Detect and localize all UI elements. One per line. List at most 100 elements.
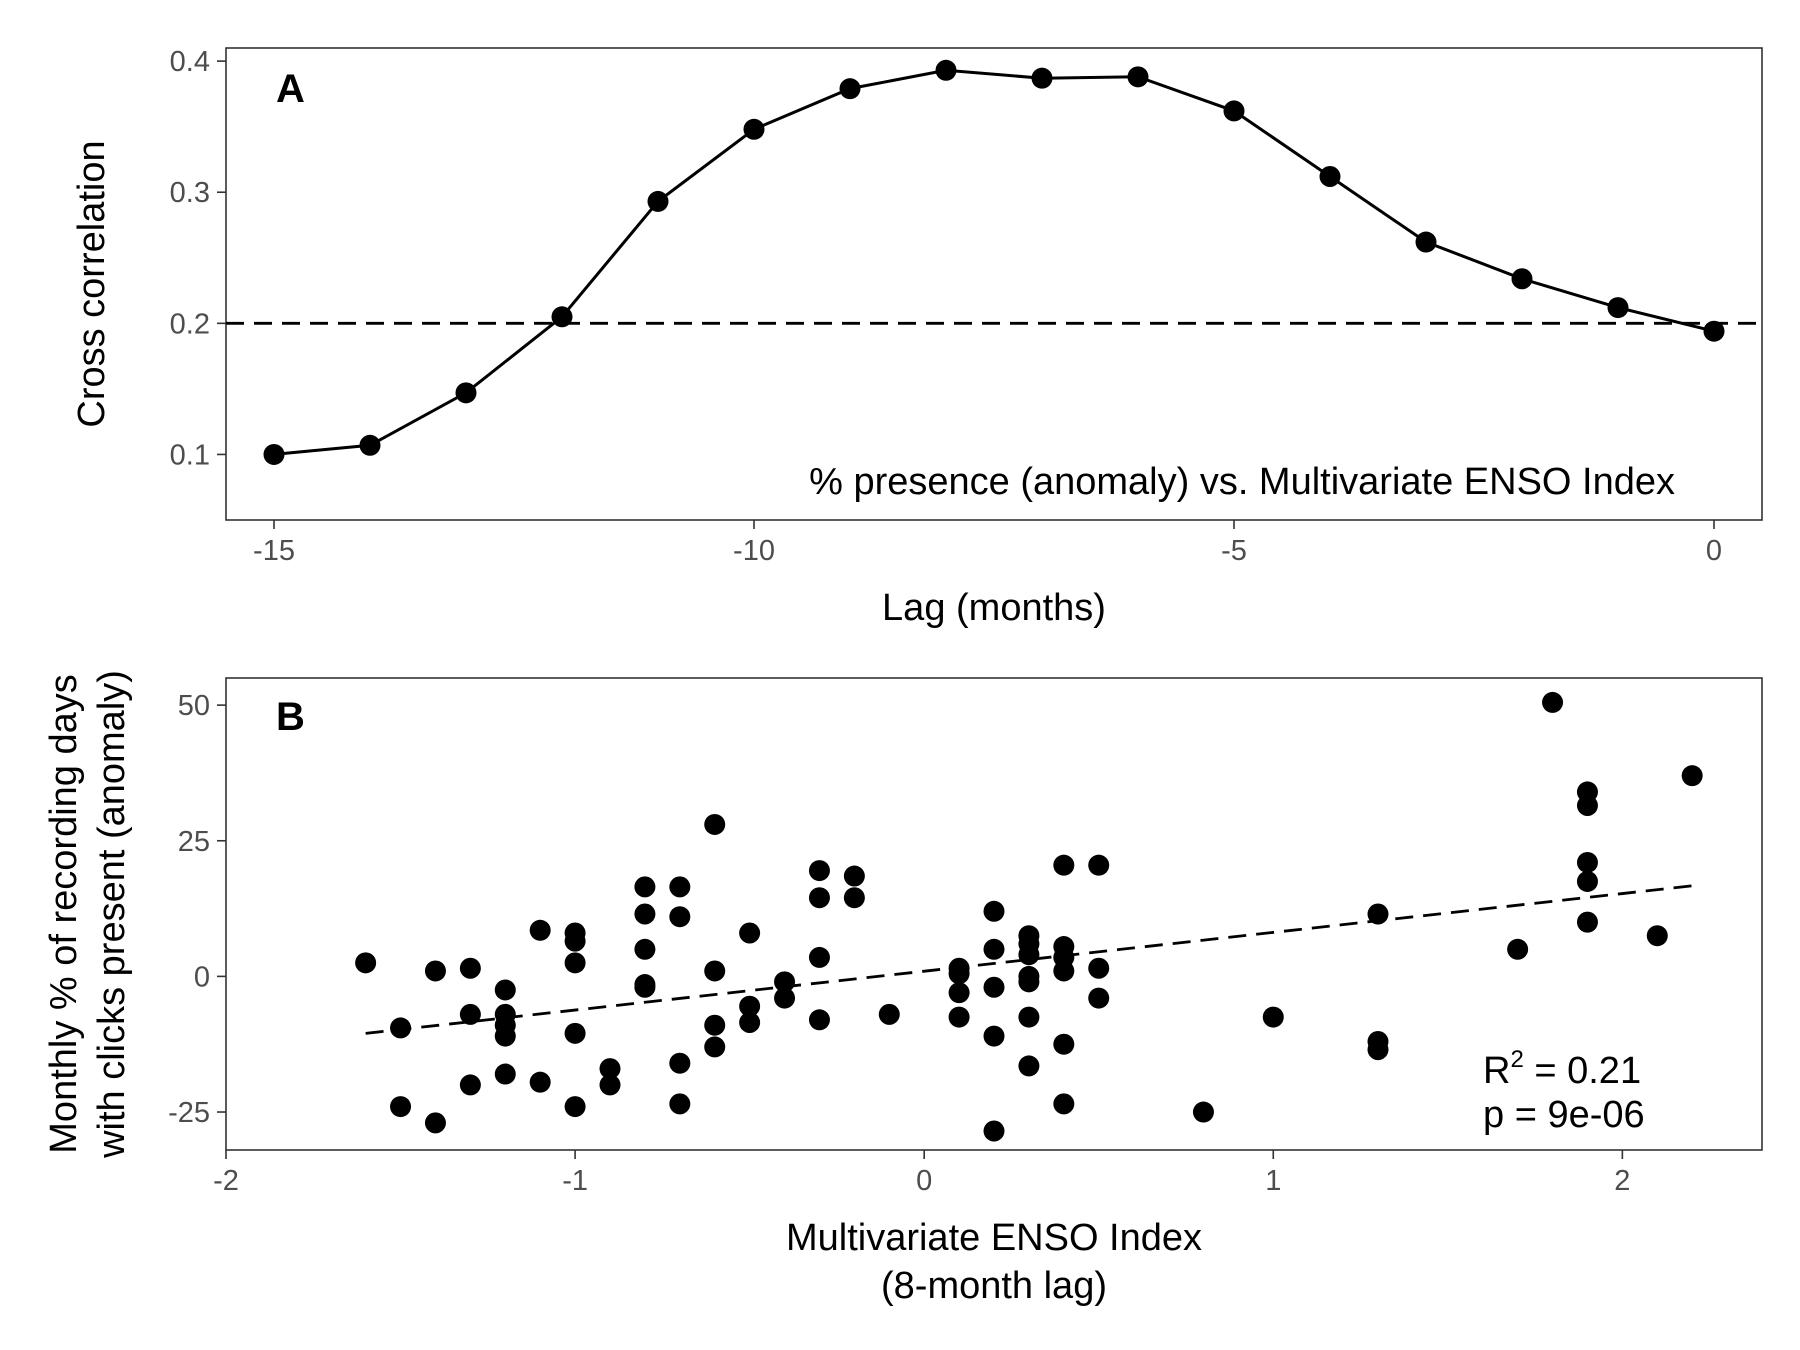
panel-b-point [669, 1052, 691, 1074]
panel-b-point [459, 1003, 481, 1025]
panel-a-point [551, 306, 573, 328]
panel-b-point [704, 1014, 726, 1036]
panel-b-point [599, 1058, 621, 1080]
panel-b-point [808, 1009, 830, 1031]
panel-b-y-axis-title-line1: Monthly % of recording days [43, 674, 85, 1153]
panel-b-point [1576, 870, 1598, 892]
panel-b-point [1053, 1033, 1075, 1055]
panel-b-point [1018, 1055, 1040, 1077]
y-tick-label: 0 [194, 961, 210, 993]
panel-a-x-axis-title: Lag (months) [882, 587, 1106, 629]
y-tick-label: 0.4 [170, 46, 210, 78]
panel-b-point [704, 813, 726, 835]
y-tick-label: 25 [178, 826, 210, 858]
y-tick-label: -25 [168, 1097, 210, 1129]
panel-a-y-axis-title: Cross correlation [71, 140, 113, 427]
panel-b-point [983, 900, 1005, 922]
panel-b-point [704, 960, 726, 982]
panel-b-point [669, 876, 691, 898]
panel-b-point [983, 976, 1005, 998]
panel-b-point [459, 1074, 481, 1096]
panel-b-point [704, 1036, 726, 1058]
y-tick-label: 0.1 [170, 439, 210, 471]
panel-b-point [1053, 1093, 1075, 1115]
panel-a-frame [225, 47, 1763, 521]
panel-b-point [843, 887, 865, 909]
panel-a-point [1703, 320, 1725, 342]
panel-b-point [843, 865, 865, 887]
x-tick-label: 1 [1265, 1165, 1281, 1197]
panel-a-series-line [273, 68, 1715, 456]
panel-a-point [839, 78, 861, 100]
panel-a-point [1607, 297, 1629, 319]
panel-b-point [390, 1017, 412, 1039]
panel-b-point [564, 1096, 586, 1118]
panel-a-point [1415, 231, 1437, 253]
panel-b-point [564, 952, 586, 974]
panel-b-point [948, 982, 970, 1004]
panel-b-point [1507, 938, 1529, 960]
x-tick-label: 0 [916, 1165, 932, 1197]
x-tick-label: 0 [1706, 535, 1722, 567]
panel-b-point [1018, 944, 1040, 966]
panel-b-frame [225, 677, 1763, 1151]
panel-a-point [263, 443, 285, 465]
panel-b-point [739, 995, 761, 1017]
y-tick-label: 50 [178, 690, 210, 722]
panel-b-point [355, 952, 377, 974]
r-squared-label: R [1483, 1050, 1510, 1092]
panel-b-point [424, 960, 446, 982]
panel-b-point [739, 922, 761, 944]
panel-b-point [983, 938, 1005, 960]
panel-b-point [494, 1063, 516, 1085]
panel-b-point [948, 1006, 970, 1028]
panel-b-point [494, 1025, 516, 1047]
panel-b-point [1262, 1006, 1284, 1028]
x-tick-label: -5 [1221, 535, 1247, 567]
panel-b-point [669, 1093, 691, 1115]
panel-b-point [1088, 987, 1110, 1009]
x-tick-label: -10 [733, 535, 775, 567]
panel-b-point [1053, 960, 1075, 982]
panel-b-ticks: -2 -1 0 1 2 -25 0 25 50 [168, 690, 1630, 1197]
panel-b-point [1018, 1006, 1040, 1028]
panel-b-point [1646, 925, 1668, 947]
panel-b-point [1576, 851, 1598, 873]
panel-a-point [1031, 67, 1053, 89]
panel-a-point [1511, 268, 1533, 290]
panel-a-points [263, 59, 1725, 465]
panel-b-point [564, 1022, 586, 1044]
panel-a-point [935, 59, 957, 81]
x-tick-label: -1 [562, 1165, 588, 1197]
panel-b-point [669, 906, 691, 928]
panel-b-point [1576, 911, 1598, 933]
panel-b-x-axis-title-line1: Multivariate ENSO Index [786, 1217, 1202, 1259]
panel-b-point [459, 957, 481, 979]
panel-b-point [774, 987, 796, 1009]
panel-a-point [455, 382, 477, 404]
panel-b-point [1367, 1039, 1389, 1061]
panel-b-point [1088, 854, 1110, 876]
panel-b-point [599, 1074, 621, 1096]
panel-b-point [634, 976, 656, 998]
panel-a-point [1127, 66, 1149, 88]
panel-a-point [743, 118, 765, 140]
panel-b-point [1088, 957, 1110, 979]
y-tick-label: 0.3 [170, 177, 210, 209]
x-tick-label: 2 [1614, 1165, 1630, 1197]
panel-a-letter: A [276, 67, 305, 111]
panel-b-point [634, 903, 656, 925]
panel-b-point [983, 1120, 1005, 1142]
panel-a-cross-correlation: -15 -10 -5 0 0.1 0.2 0.3 0.4 A % presence (anom… [71, 46, 1763, 629]
x-tick-label: -15 [253, 535, 295, 567]
panel-b-x-axis-title-line2: (8-month lag) [881, 1265, 1107, 1307]
panel-b-point [564, 930, 586, 952]
panel-b-point [424, 1112, 446, 1134]
panel-b-point [1053, 854, 1075, 876]
panel-b-r-squared: R2 = 0.21 [1483, 1046, 1641, 1092]
panel-b-point [1681, 765, 1703, 787]
panel-b-point [390, 1096, 412, 1118]
panel-b-point [983, 1025, 1005, 1047]
